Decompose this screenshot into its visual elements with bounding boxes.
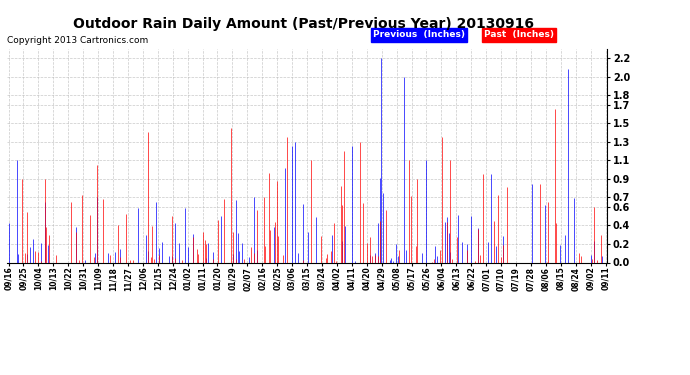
Text: Previous  (Inches): Previous (Inches) xyxy=(373,30,465,39)
Text: Past  (Inches): Past (Inches) xyxy=(484,30,554,39)
Text: Copyright 2013 Cartronics.com: Copyright 2013 Cartronics.com xyxy=(7,36,148,45)
Text: Outdoor Rain Daily Amount (Past/Previous Year) 20130916: Outdoor Rain Daily Amount (Past/Previous… xyxy=(73,17,534,31)
